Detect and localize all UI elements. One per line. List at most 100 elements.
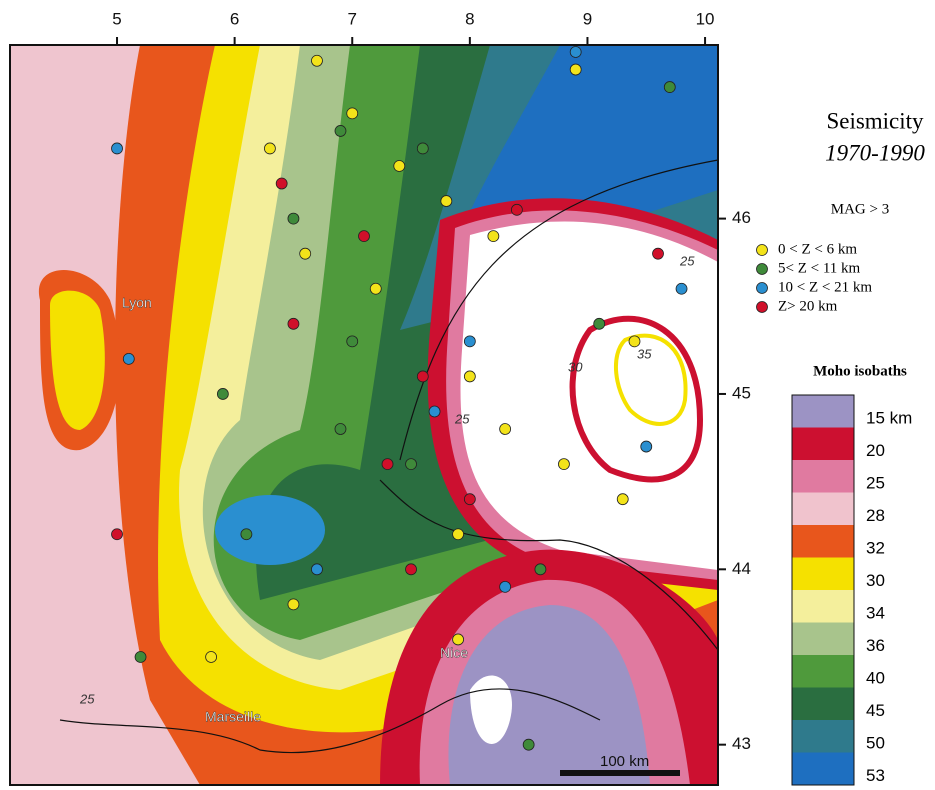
- earthquake: [441, 196, 452, 207]
- earthquake: [288, 213, 299, 224]
- y-tick-label: 45: [732, 383, 751, 402]
- x-tick-label: 9: [583, 9, 592, 28]
- earthquake: [347, 336, 358, 347]
- color-scale-label: 50: [866, 733, 885, 752]
- earthquake: [300, 248, 311, 259]
- color-scale-swatch: [792, 428, 854, 461]
- earthquake: [417, 143, 428, 154]
- earthquake: [676, 283, 687, 294]
- earthquake: [464, 494, 475, 505]
- x-tick-label: 8: [465, 9, 474, 28]
- earthquake: [488, 231, 499, 242]
- earthquake: [417, 371, 428, 382]
- earthquake: [570, 47, 581, 58]
- earthquake: [123, 353, 134, 364]
- color-scale-label: 25: [866, 473, 885, 492]
- color-scale-swatch: [792, 525, 854, 558]
- earthquake: [453, 634, 464, 645]
- contour-label: 25: [454, 411, 470, 426]
- earthquake: [359, 231, 370, 242]
- magnitude-label: MAG > 3: [831, 201, 889, 217]
- x-tick-label: 6: [230, 9, 239, 28]
- color-scale-label: 20: [866, 441, 885, 460]
- earthquake: [523, 739, 534, 750]
- earthquake: [217, 388, 228, 399]
- legend-subtitle: 1970-1990: [825, 140, 925, 165]
- earthquake: [335, 125, 346, 136]
- place-label: Lyon: [122, 295, 152, 311]
- color-scale-swatch: [792, 590, 854, 623]
- earthquake: [500, 581, 511, 592]
- earthquake: [370, 283, 381, 294]
- color-scale-swatch: [792, 493, 854, 526]
- y-tick-label: 43: [732, 734, 751, 753]
- earthquake: [500, 424, 511, 435]
- legend-label: Z> 20 km: [778, 298, 838, 314]
- earthquake: [453, 529, 464, 540]
- earthquake: [311, 55, 322, 66]
- color-scale-label: 53: [866, 766, 885, 785]
- color-scale-label: 32: [866, 538, 885, 557]
- earthquake: [288, 318, 299, 329]
- earthquake: [406, 564, 417, 575]
- color-scale-swatch: [792, 720, 854, 753]
- earthquake: [641, 441, 652, 452]
- earthquake: [112, 143, 123, 154]
- earthquake: [629, 336, 640, 347]
- figure: Lyon Marseille Nice 100 km 25 30 35 25 2…: [0, 0, 935, 790]
- color-scale-label: 28: [866, 506, 885, 525]
- color-scale-swatch: [792, 753, 854, 786]
- contour-label: 30: [568, 359, 583, 374]
- color-scale-swatch: [792, 655, 854, 688]
- x-tick-label: 10: [696, 9, 715, 28]
- earthquake: [558, 459, 569, 470]
- place-label: Nice: [440, 645, 468, 661]
- color-scale-label: 36: [866, 636, 885, 655]
- scale-bar: [560, 770, 680, 776]
- color-scale-label: 30: [866, 571, 885, 590]
- place-label: Marseille: [205, 709, 261, 725]
- earthquake: [617, 494, 628, 505]
- legend-swatch: [757, 283, 768, 294]
- color-scale-swatch: [792, 460, 854, 493]
- earthquake: [206, 651, 217, 662]
- x-tick-label: 5: [112, 9, 121, 28]
- moho-band: [215, 495, 325, 565]
- color-scale-label: 45: [866, 701, 885, 720]
- color-scale-swatch: [792, 558, 854, 591]
- earthquake: [311, 564, 322, 575]
- earthquake: [535, 564, 546, 575]
- scale-bar-label: 100 km: [600, 753, 649, 770]
- earthquake: [464, 371, 475, 382]
- color-scale-swatch: [792, 688, 854, 721]
- y-tick-label: 46: [732, 208, 751, 227]
- moho-title: Moho isobaths: [813, 363, 907, 379]
- earthquake: [264, 143, 275, 154]
- earthquake: [406, 459, 417, 470]
- earthquake: [276, 178, 287, 189]
- legend-label: 10 < Z < 21 km: [778, 279, 872, 295]
- earthquake: [347, 108, 358, 119]
- contour-label: 25: [679, 253, 695, 268]
- earthquake: [429, 406, 440, 417]
- color-scale-swatch: [792, 395, 854, 428]
- contour-label: 25: [79, 691, 95, 706]
- earthquake: [511, 204, 522, 215]
- earthquake: [335, 424, 346, 435]
- color-scale-label: 40: [866, 668, 885, 687]
- y-tick-label: 44: [732, 559, 751, 578]
- earthquake: [653, 248, 664, 259]
- legend-swatch: [757, 302, 768, 313]
- legend-label: 5< Z < 11 km: [778, 260, 861, 276]
- contour-label: 35: [637, 346, 652, 361]
- earthquake: [112, 529, 123, 540]
- color-scale-label: 15 km: [866, 408, 912, 427]
- earthquake: [594, 318, 605, 329]
- x-tick-label: 7: [348, 9, 357, 28]
- legend-label: 0 < Z < 6 km: [778, 241, 857, 257]
- color-scale-swatch: [792, 623, 854, 656]
- earthquake: [241, 529, 252, 540]
- earthquake: [288, 599, 299, 610]
- map: Lyon Marseille Nice 100 km 25 30 35 25 2…: [10, 45, 718, 785]
- legend-title: Seismicity: [826, 108, 924, 133]
